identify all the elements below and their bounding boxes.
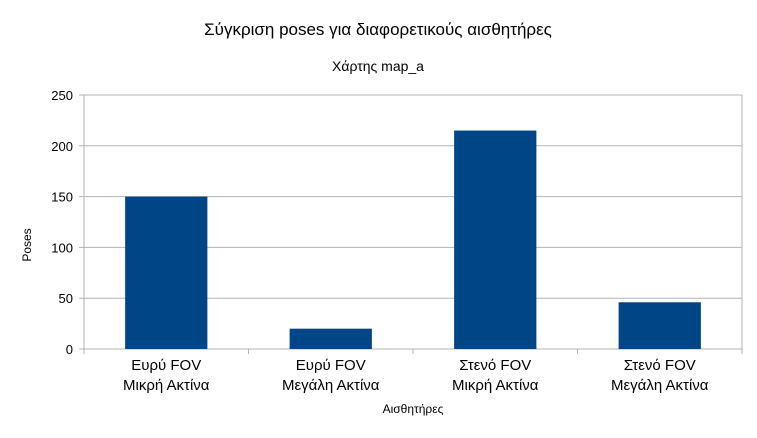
chart-subtitle: Χάρτης map_a: [332, 58, 424, 74]
x-tick-label: Ευρύ FOV: [131, 357, 201, 374]
y-tick-label: 250: [51, 88, 73, 103]
x-tick-label: Μεγάλη Ακτίνα: [282, 377, 380, 394]
y-tick-label: 0: [66, 342, 73, 357]
x-tick-label: Μεγάλη Ακτίνα: [611, 377, 709, 394]
bar: [125, 196, 208, 349]
x-tick-label: Μικρή Ακτίνα: [452, 377, 539, 394]
y-axis-ticks: 0 50 100 150 200 250: [51, 88, 73, 357]
bar: [289, 328, 372, 349]
x-tick-label: Στενό FOV: [459, 357, 531, 374]
x-tick-label: Ευρύ FOV: [296, 357, 366, 374]
y-tick-label: 150: [51, 190, 73, 205]
x-axis-title: Αισθητήρες: [383, 402, 444, 416]
y-tick-label: 50: [59, 291, 73, 306]
x-tick-label: Μικρή Ακτίνα: [123, 377, 210, 394]
y-tick-label: 100: [51, 240, 73, 255]
y-axis-title: Poses: [20, 228, 34, 261]
chart-title: Σύγκριση poses για διαφορετικούς αισθητή…: [204, 20, 552, 39]
x-tick-label: Στενό FOV: [624, 357, 696, 374]
y-tick-label: 200: [51, 139, 73, 154]
bars: [125, 130, 701, 349]
x-axis-labels: Ευρύ FOV Μικρή Ακτίνα Ευρύ FOV Μεγάλη Ακτίν…: [123, 357, 709, 394]
bar: [618, 302, 701, 349]
bar: [454, 130, 537, 349]
